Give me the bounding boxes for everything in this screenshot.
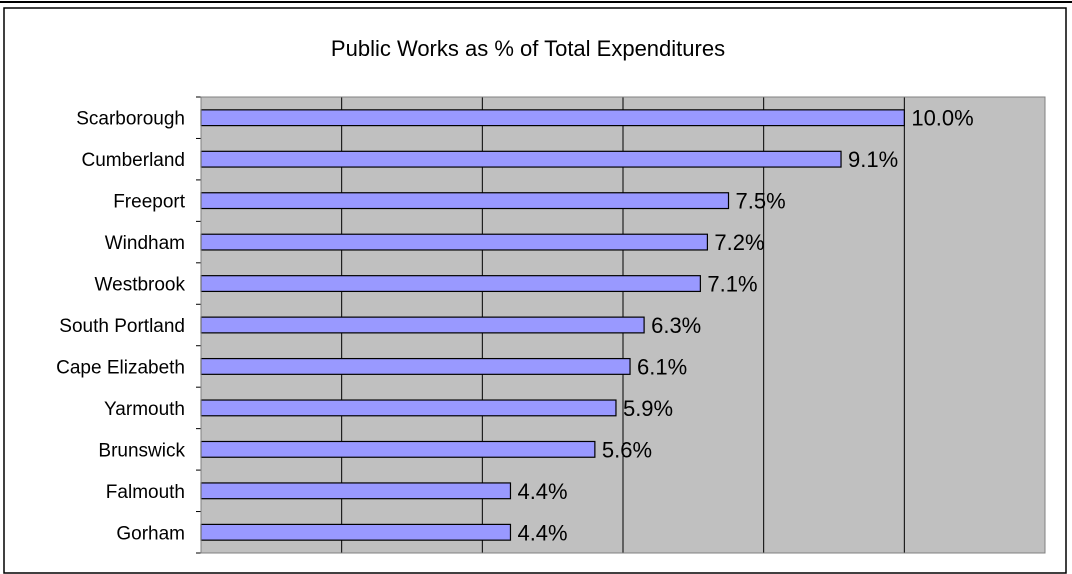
data-labels: 10.0% 9.1% 7.5% 7.2% 7.1%6.3% 6.1% 5.9% 5.6% 4.4…	[517, 106, 973, 546]
category-label: Westbrook	[95, 275, 186, 296]
bar	[200, 275, 701, 293]
data-label: 5.6%	[602, 437, 652, 462]
data-label: 6.3%	[651, 313, 701, 338]
bar	[200, 357, 631, 375]
category-label: Gorham	[116, 523, 185, 544]
category-label: Brunswick	[98, 440, 185, 461]
data-label: 10.0%	[911, 106, 973, 131]
data-label: 4.4%	[517, 479, 567, 504]
bar-series	[200, 109, 905, 541]
data-label: 6.1%	[637, 354, 687, 379]
category-label: Yarmouth	[104, 399, 185, 420]
data-label: 5.9%	[623, 396, 673, 421]
plot-area-border	[200, 96, 1046, 554]
bar	[200, 192, 730, 210]
bar	[200, 233, 708, 251]
category-label: Cape Elizabeth	[56, 357, 185, 378]
bar	[200, 399, 617, 417]
bar	[200, 523, 512, 541]
category-label: South Portland	[59, 316, 185, 337]
data-label: 7.1%	[707, 272, 757, 297]
bar	[200, 109, 905, 127]
category-labels: Scarborough Cumberland Freeport Windham West…	[56, 109, 186, 545]
data-label: 4.4%	[517, 520, 567, 545]
data-label: 9.1%	[848, 147, 898, 172]
y-axis-ticks	[196, 96, 201, 554]
bar	[200, 150, 842, 168]
category-label: Falmouth	[106, 482, 185, 503]
category-label: Freeport	[113, 192, 186, 213]
chart-title: Public Works as % of Total Expenditures	[331, 36, 725, 61]
category-label: Scarborough	[76, 109, 185, 130]
category-label: Cumberland	[82, 150, 186, 171]
data-label: 7.2%	[714, 230, 764, 255]
category-label: Windham	[105, 233, 185, 254]
bar	[200, 482, 512, 500]
bar	[200, 440, 596, 458]
data-label: 7.5%	[736, 189, 786, 214]
bar	[200, 316, 645, 334]
